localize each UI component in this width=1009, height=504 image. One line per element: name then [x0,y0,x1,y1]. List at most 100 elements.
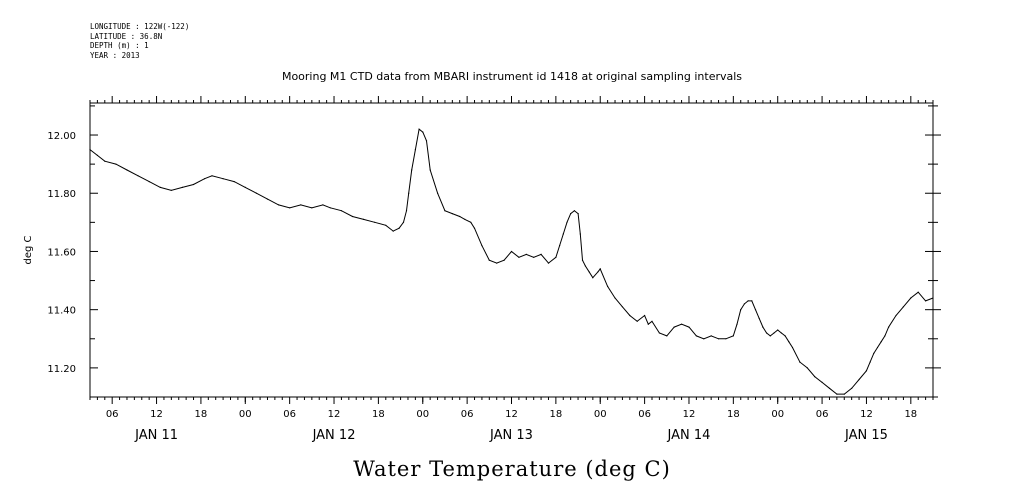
data-point [244,186,246,188]
data-point [340,210,342,212]
data-point [518,256,520,258]
data-point [925,300,927,302]
data-point [836,393,838,395]
data-point [703,338,705,340]
x-tick-label: 12 [328,409,341,420]
data-point [204,178,206,180]
data-point [425,140,428,142]
data-point [597,271,599,273]
data-point [115,163,117,165]
data-point [577,213,579,215]
data-point [233,181,235,183]
day-label: JAN 13 [489,428,533,443]
data-point [451,213,453,215]
data-point [211,175,213,177]
x-tick-label: 00 [239,409,252,420]
data-point [584,265,587,267]
data-point [581,259,584,261]
latitude-text: LATITUDE : 36.8N [90,31,163,41]
data-point [762,326,764,328]
y-tick-label: 11.60 [47,247,76,258]
data-point [555,256,557,258]
data-point [629,314,631,317]
data-point [392,230,394,232]
data-point [170,189,172,191]
x-tick-label: 06 [638,409,651,420]
x-tick-label: 00 [594,409,607,420]
chart-title: Mooring M1 CTD data from MBARI instrumen… [282,70,742,83]
data-point [873,352,875,354]
data-point [695,335,698,337]
data-point [573,210,576,212]
data-point [329,207,331,209]
data-point [278,204,280,206]
data-point [503,259,505,261]
tick-marks [89,96,941,404]
data-point [104,160,106,162]
data-point [777,329,779,331]
day-label: JAN 11 [134,428,178,443]
data-point [681,323,683,325]
data-point [422,131,424,133]
data-point [607,285,609,287]
x-tick-label: 12 [505,409,518,420]
x-tick-label: 06 [106,409,119,420]
data-point [385,224,387,226]
data-point [547,262,550,264]
data-point [566,221,568,223]
data-point [137,175,139,177]
data-point [464,218,466,220]
data-point [858,378,860,381]
data-point [418,128,420,130]
longitude-text: LONGITUDE : 122W(-122) [90,22,190,31]
data-point [718,338,720,340]
x-tick-label: 12 [860,409,873,420]
data-point [266,198,269,200]
bottom-label: Water Temperature (deg C) [353,457,671,481]
plot-frame [89,102,934,398]
data-point [322,204,324,206]
metadata-block: LONGITUDE : 122W(-122) LATITUDE : 36.8N … [90,22,189,60]
data-point [592,277,594,279]
data-point [599,268,601,270]
data-point [791,346,794,349]
data-point [932,297,934,299]
x-tick-label: 18 [372,409,385,420]
x-tick-label: 06 [283,409,296,420]
y-tick-label: 11.20 [47,364,76,375]
data-point [869,361,871,363]
data-point [799,361,801,363]
data-point [481,245,483,247]
data-point [588,271,590,273]
data-point [444,210,446,212]
data-point [405,210,408,212]
data-point [666,335,668,337]
data-point [673,326,675,328]
data-point [917,291,919,293]
data-point [902,306,905,308]
data-point [688,326,690,328]
y-tick-label: 12.00 [47,131,76,142]
day-labels: JAN 11 JAN 12 JAN 13 JAN 14 JAN 15 [134,428,888,443]
data-point [473,227,476,229]
data-point [559,245,561,247]
data-point [414,149,416,151]
data-point [743,303,746,305]
data-point [408,192,410,194]
data-point [788,341,790,343]
data-point [374,221,376,223]
data-point [96,154,98,156]
data-point [159,186,161,188]
y-tick-label: 11.40 [47,306,76,317]
data-point [533,256,535,258]
y-axis-label: deg C [23,235,34,264]
data-point [192,183,195,186]
data-point [651,320,653,322]
x-tick-label: 12 [683,409,696,420]
data-point [429,169,431,171]
data-point [851,387,853,389]
data-point [821,381,823,383]
data-point [880,341,882,343]
data-point [910,297,912,299]
